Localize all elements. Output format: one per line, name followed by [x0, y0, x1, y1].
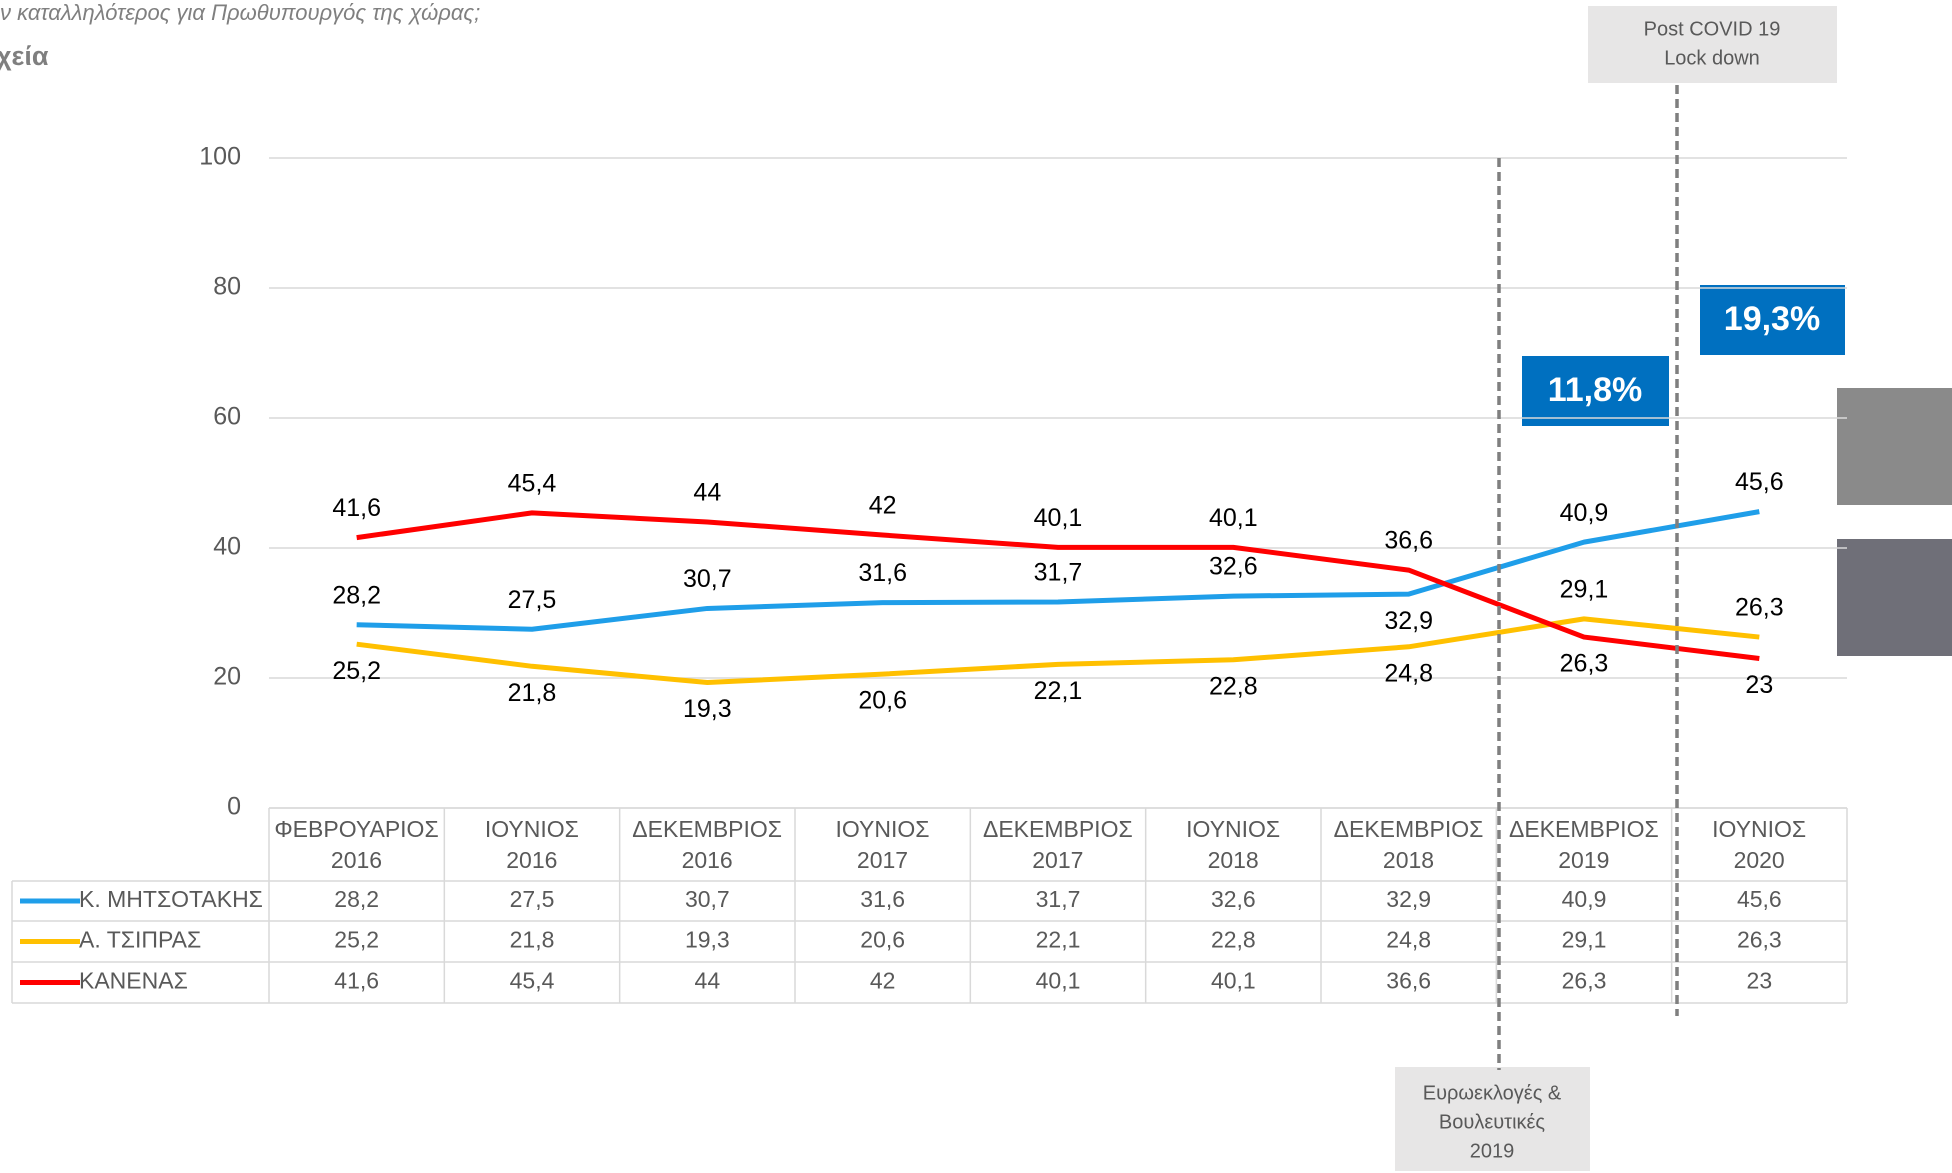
data-label: 21,8	[508, 679, 557, 707]
table-cell: 42	[870, 968, 896, 994]
table-cell: 29,1	[1562, 927, 1607, 953]
y-tick-label: 20	[213, 663, 241, 691]
data-label: 22,1	[1034, 677, 1083, 705]
data-label: 28,2	[332, 581, 381, 609]
y-tick-label: 40	[213, 533, 241, 561]
change-box	[1522, 356, 1669, 426]
note-text: Βουλευτικές	[1439, 1111, 1546, 1133]
data-label: 23	[1745, 671, 1773, 699]
table-cell: 19,3	[685, 927, 730, 953]
data-label: 40,1	[1209, 504, 1258, 532]
note-text: Lock down	[1664, 47, 1760, 69]
data-label: 22,8	[1209, 672, 1258, 700]
legend-label: Κ. ΜΗΤΣΟΤΑΚΗΣ	[79, 886, 263, 912]
data-label: 25,2	[332, 657, 381, 685]
change-label: 19,3%	[1724, 300, 1820, 338]
table-cell: 22,1	[1036, 927, 1081, 953]
data-label: 29,1	[1560, 575, 1609, 603]
table-cell: 26,3	[1562, 968, 1607, 994]
data-label: 26,3	[1735, 594, 1784, 622]
change-box	[1700, 285, 1845, 355]
chart-subtitle: χεία	[0, 41, 49, 71]
table-cell: 40,9	[1562, 886, 1607, 912]
legend-label: Α. ΤΣΙΠΡΑΣ	[79, 927, 201, 953]
x-tick-label: ΙΟΥΝΙΟΣ 2020	[1712, 815, 1807, 873]
data-label: 24,8	[1384, 659, 1433, 687]
y-tick-label: 0	[227, 793, 241, 821]
x-tick-label: ΔΕΚΕΜΒΡΙΟΣ 2016	[632, 815, 783, 873]
note-text: Post COVID 19	[1644, 18, 1781, 40]
table-cell: 21,8	[510, 927, 555, 953]
data-label: 42	[869, 492, 897, 520]
table-cell: 22,8	[1211, 927, 1256, 953]
note-box	[1588, 6, 1837, 83]
x-tick-label: ΔΕΚΕΜΒΡΙΟΣ 2019	[1508, 815, 1659, 873]
data-label: 26,3	[1560, 650, 1609, 678]
table-cell: 36,6	[1386, 968, 1431, 994]
table-cell: 45,6	[1737, 886, 1782, 912]
y-tick-label: 60	[213, 403, 241, 431]
x-tick-label: ΔΕΚΕΜΒΡΙΟΣ 2017	[982, 815, 1133, 873]
photo	[1837, 388, 1952, 505]
data-label: 19,3	[683, 695, 732, 723]
table-cell: 31,7	[1036, 886, 1081, 912]
table-cell: 40,1	[1036, 968, 1081, 994]
data-label: 44	[693, 479, 721, 507]
data-label: 36,6	[1384, 527, 1433, 555]
note-box	[1395, 1067, 1590, 1171]
table-cell: 32,6	[1211, 886, 1256, 912]
table-cell: 32,9	[1386, 886, 1431, 912]
photo	[1837, 539, 1952, 656]
table-cell: 26,3	[1737, 927, 1782, 953]
data-label: 31,7	[1034, 559, 1083, 587]
table-cell: 41,6	[334, 968, 379, 994]
table-cell: 45,4	[510, 968, 555, 994]
table-cell: 44	[695, 968, 721, 994]
table-cell: 20,6	[860, 927, 905, 953]
table-cell: 28,2	[334, 886, 379, 912]
series-line	[356, 510, 1760, 661]
x-tick-label: ΙΟΥΝΙΟΣ 2017	[835, 815, 930, 873]
note-text: Ευρωεκλογές &	[1423, 1082, 1562, 1104]
table-cell: 25,2	[334, 927, 379, 953]
table-cell: 40,1	[1211, 968, 1256, 994]
data-label: 45,4	[508, 470, 557, 498]
x-tick-label: ΦΕΒΡΟΥΑΡΙΟΣ 2016	[274, 815, 439, 873]
data-label: 40,9	[1560, 499, 1609, 527]
data-label: 20,6	[858, 687, 907, 715]
y-tick-label: 80	[213, 273, 241, 301]
x-tick-label: ΙΟΥΝΙΟΣ 2018	[1186, 815, 1281, 873]
x-tick-label: ΔΕΚΕΜΒΡΙΟΣ 2018	[1333, 815, 1484, 873]
table-cell: 27,5	[510, 886, 555, 912]
table-cell: 31,6	[860, 886, 905, 912]
change-label: 11,8%	[1548, 371, 1643, 409]
series-line	[356, 509, 1760, 632]
data-label: 27,5	[508, 586, 557, 614]
table-cell: 23	[1747, 968, 1773, 994]
data-label: 30,7	[683, 565, 732, 593]
data-label: 41,6	[332, 494, 381, 522]
table-cell: 24,8	[1386, 927, 1431, 953]
chart-title: ν καταλληλότερος για Πρωθυπουργός της χώ…	[0, 0, 480, 25]
x-tick-label: ΙΟΥΝΙΟΣ 2016	[484, 815, 579, 873]
data-label: 31,6	[858, 559, 907, 587]
legend-label: ΚΑΝΕΝΑΣ	[79, 968, 188, 994]
data-label: 32,6	[1209, 553, 1258, 581]
data-label: 40,1	[1034, 504, 1083, 532]
series-line	[356, 616, 1760, 686]
data-label: 32,9	[1384, 607, 1433, 635]
table-cell: 30,7	[685, 886, 730, 912]
data-label: 45,6	[1735, 468, 1784, 496]
y-tick-label: 100	[199, 143, 241, 171]
note-text: 2019	[1470, 1140, 1515, 1162]
